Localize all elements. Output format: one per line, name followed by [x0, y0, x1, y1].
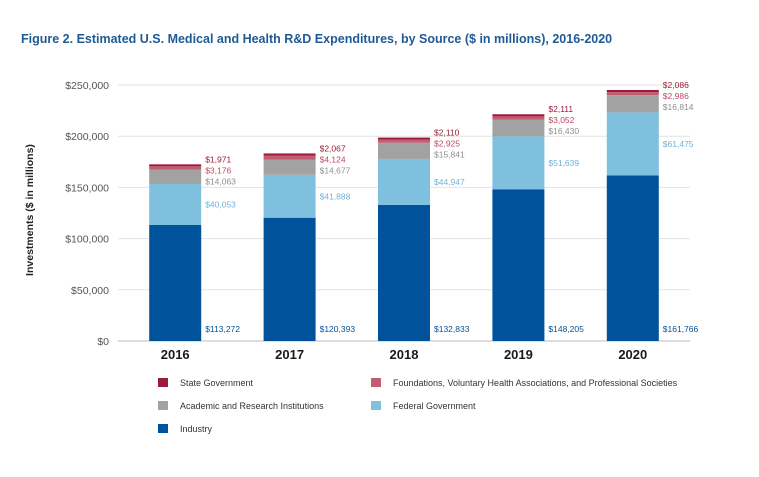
data-label-foundations-voluntary-health-associations-and-professional-societies-2017: $4,124 — [320, 154, 346, 164]
bar-industry-2016 — [149, 225, 202, 341]
data-label-state-government-2016: $1,971 — [205, 154, 231, 164]
legend-label-federal-government: Federal Government — [393, 401, 476, 411]
bar-industry-2019 — [492, 189, 545, 341]
data-label-state-government-2020: $2,086 — [663, 80, 689, 90]
legend-label-state-government: State Government — [180, 378, 254, 388]
bars — [149, 89, 659, 341]
bar-state-government-2017 — [263, 153, 316, 156]
data-label-foundations-voluntary-health-associations-and-professional-societies-2018: $2,925 — [434, 139, 460, 149]
bar-federal-government-2018 — [378, 158, 430, 205]
bar-foundations-voluntary-health-associations-and-professional-societies-2019 — [492, 116, 545, 120]
y-tick-label: $0 — [97, 336, 109, 348]
data-label-academic-and-research-institutions-2016: $14,063 — [205, 176, 236, 186]
data-label-federal-government-2017: $41,888 — [320, 191, 351, 201]
legend: State Government Foundations, Voluntary H… — [158, 378, 678, 434]
data-labels: $113,272 $40,053 $1,971$3,176$14,063 $120,3… — [205, 80, 698, 334]
data-label-federal-government-2016: $40,053 — [205, 200, 236, 210]
x-tick-label-2017: 2017 — [275, 347, 304, 362]
data-label-foundations-voluntary-health-associations-and-professional-societies-2019: $3,052 — [548, 115, 574, 125]
data-label-state-government-2017: $2,067 — [320, 143, 346, 153]
bar-state-government-2019 — [492, 114, 545, 117]
y-tick-label: $50,000 — [71, 285, 109, 297]
bar-state-government-2018 — [378, 137, 430, 140]
bar-state-government-2020 — [606, 89, 659, 93]
x-tick-label-2016: 2016 — [161, 347, 190, 362]
bar-foundations-voluntary-health-associations-and-professional-societies-2020 — [606, 92, 659, 96]
data-label-state-government-2018: $2,110 — [434, 128, 460, 138]
data-label-federal-government-2018: $44,947 — [434, 177, 465, 187]
bar-foundations-voluntary-health-associations-and-professional-societies-2017 — [263, 155, 316, 160]
bar-academic-and-research-institutions-2019 — [492, 119, 545, 137]
data-label-academic-and-research-institutions-2019: $16,430 — [548, 126, 579, 136]
y-axis-label: Investments ($ in millions) — [24, 144, 36, 276]
x-axis-ticks: 2016 2017 2018 2019 2020 — [161, 347, 648, 362]
legend-swatch-federal-government — [371, 401, 381, 410]
y-tick-label: $250,000 — [65, 80, 109, 92]
x-tick-label-2018: 2018 — [390, 347, 419, 362]
legend-label-foundations-voluntary-health-associations-and-professional-societies: Foundations, Voluntary Health Associatio… — [393, 378, 678, 388]
data-label-federal-government-2020: $61,475 — [663, 139, 694, 149]
legend-swatch-industry — [158, 424, 168, 433]
y-tick-label: $150,000 — [65, 182, 109, 194]
bar-federal-government-2017 — [263, 174, 316, 218]
data-label-foundations-voluntary-health-associations-and-professional-societies-2016: $3,176 — [205, 165, 231, 175]
x-tick-label-2019: 2019 — [504, 347, 533, 362]
bar-academic-and-research-institutions-2017 — [263, 159, 316, 175]
data-label-industry-2017: $120,393 — [320, 324, 356, 334]
bar-industry-2020 — [606, 175, 659, 341]
bar-foundations-voluntary-health-associations-and-professional-societies-2016 — [149, 166, 202, 170]
y-tick-label: $100,000 — [65, 234, 109, 246]
data-label-industry-2016: $113,272 — [205, 324, 240, 334]
bar-academic-and-research-institutions-2020 — [606, 95, 659, 113]
data-label-industry-2018: $132,833 — [434, 324, 470, 334]
bar-federal-government-2016 — [149, 183, 202, 226]
bar-state-government-2016 — [149, 164, 202, 167]
x-tick-label-2020: 2020 — [618, 347, 647, 362]
legend-swatch-academic-and-research-institutions — [158, 401, 168, 410]
data-label-foundations-voluntary-health-associations-and-professional-societies-2020: $2,986 — [663, 91, 689, 101]
legend-swatch-foundations-voluntary-health-associations-and-professional-societies — [371, 378, 381, 387]
chart-title: Figure 2. Estimated U.S. Medical and Hea… — [21, 32, 612, 46]
data-label-industry-2020: $161,766 — [663, 324, 699, 334]
data-label-academic-and-research-institutions-2020: $16,814 — [663, 102, 694, 112]
legend-swatch-state-government — [158, 378, 168, 387]
legend-label-industry: Industry — [180, 424, 213, 434]
bar-academic-and-research-institutions-2018 — [378, 142, 430, 159]
bar-federal-government-2019 — [492, 136, 545, 190]
data-label-academic-and-research-institutions-2018: $15,841 — [434, 150, 465, 160]
data-label-academic-and-research-institutions-2017: $14,677 — [320, 165, 351, 175]
bar-industry-2018 — [378, 204, 430, 341]
y-axis-ticks: $0 $50,000 $100,000 $150,000 $200,000 $250,00… — [65, 80, 109, 348]
legend-label-academic-and-research-institutions: Academic and Research Institutions — [180, 401, 324, 411]
bar-federal-government-2020 — [606, 112, 659, 176]
bar-foundations-voluntary-health-associations-and-professional-societies-2018 — [378, 139, 430, 143]
data-label-federal-government-2019: $51,639 — [548, 158, 579, 168]
data-label-industry-2019: $148,205 — [548, 324, 584, 334]
data-label-state-government-2019: $2,111 — [548, 104, 573, 114]
bar-academic-and-research-institutions-2016 — [149, 169, 202, 184]
bar-industry-2017 — [263, 217, 316, 341]
y-tick-label: $200,000 — [65, 131, 109, 143]
